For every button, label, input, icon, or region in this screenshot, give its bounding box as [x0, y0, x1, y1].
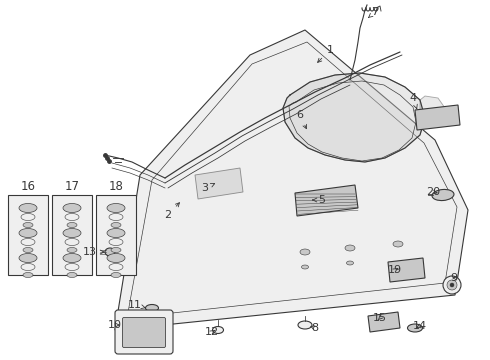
Ellipse shape	[23, 248, 33, 252]
Text: 12: 12	[205, 327, 219, 337]
Ellipse shape	[67, 248, 77, 252]
Ellipse shape	[146, 305, 158, 311]
Ellipse shape	[21, 264, 35, 270]
Text: 13: 13	[83, 247, 104, 257]
Text: 2: 2	[165, 203, 179, 220]
Ellipse shape	[111, 273, 121, 278]
Text: 3: 3	[201, 183, 215, 193]
Polygon shape	[420, 96, 445, 122]
Ellipse shape	[107, 203, 125, 212]
Ellipse shape	[107, 253, 125, 262]
Text: 10: 10	[108, 320, 122, 330]
Polygon shape	[283, 73, 425, 162]
Circle shape	[447, 280, 457, 290]
Polygon shape	[388, 258, 425, 282]
Text: 1: 1	[318, 45, 334, 62]
Circle shape	[450, 283, 454, 287]
Bar	[52, 195, 92, 275]
Ellipse shape	[346, 261, 353, 265]
Ellipse shape	[301, 265, 309, 269]
Bar	[96, 195, 136, 275]
Ellipse shape	[19, 229, 37, 238]
Text: 15: 15	[373, 313, 387, 323]
Ellipse shape	[21, 213, 35, 220]
Ellipse shape	[107, 229, 125, 238]
Ellipse shape	[23, 273, 33, 278]
Circle shape	[443, 276, 461, 294]
Text: 9: 9	[450, 273, 458, 283]
Text: 14: 14	[413, 321, 427, 331]
Polygon shape	[415, 105, 460, 130]
Text: 17: 17	[65, 180, 79, 194]
FancyBboxPatch shape	[122, 318, 166, 347]
Text: 20: 20	[426, 187, 440, 197]
Ellipse shape	[111, 248, 121, 252]
Polygon shape	[195, 168, 243, 199]
FancyBboxPatch shape	[115, 310, 173, 354]
Text: 11: 11	[128, 300, 145, 310]
Ellipse shape	[63, 229, 81, 238]
Ellipse shape	[109, 238, 123, 246]
Ellipse shape	[23, 222, 33, 228]
Ellipse shape	[67, 222, 77, 228]
Ellipse shape	[19, 253, 37, 262]
Text: 19: 19	[388, 265, 402, 275]
Ellipse shape	[105, 248, 115, 256]
Polygon shape	[115, 30, 468, 330]
Ellipse shape	[21, 238, 35, 246]
Polygon shape	[295, 185, 358, 216]
Text: 8: 8	[311, 323, 319, 333]
Ellipse shape	[298, 321, 312, 329]
Text: 6: 6	[296, 110, 307, 129]
Ellipse shape	[65, 213, 79, 220]
Ellipse shape	[63, 203, 81, 212]
Ellipse shape	[65, 238, 79, 246]
Ellipse shape	[300, 249, 310, 255]
Ellipse shape	[213, 327, 223, 333]
Ellipse shape	[111, 222, 121, 228]
Ellipse shape	[109, 213, 123, 220]
Ellipse shape	[65, 264, 79, 270]
Text: 7: 7	[368, 7, 379, 18]
Ellipse shape	[345, 245, 355, 251]
Text: 16: 16	[21, 180, 35, 194]
Ellipse shape	[393, 241, 403, 247]
Text: 5: 5	[313, 195, 325, 205]
Ellipse shape	[67, 273, 77, 278]
Text: 4: 4	[410, 93, 417, 109]
Ellipse shape	[109, 264, 123, 270]
Text: 18: 18	[109, 180, 123, 194]
Polygon shape	[368, 312, 400, 332]
Ellipse shape	[432, 189, 454, 201]
Ellipse shape	[19, 203, 37, 212]
Bar	[8, 195, 48, 275]
Ellipse shape	[63, 253, 81, 262]
Ellipse shape	[408, 324, 422, 332]
